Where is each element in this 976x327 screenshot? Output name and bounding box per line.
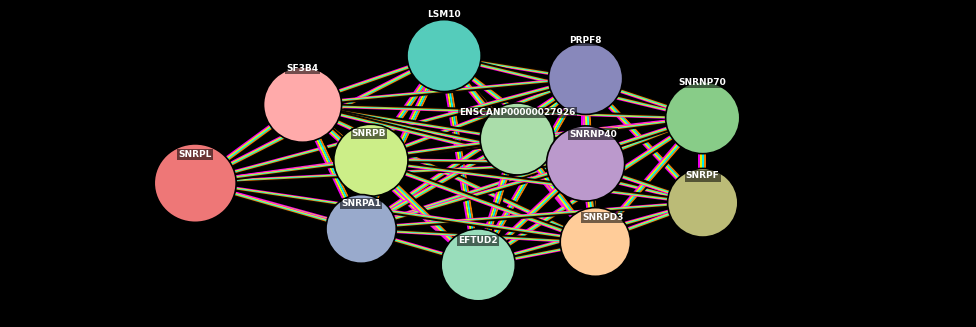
Text: SNRPA1: SNRPA1 xyxy=(342,199,381,208)
Text: SNRPF: SNRPF xyxy=(686,171,719,181)
Text: LSM10: LSM10 xyxy=(427,10,461,19)
Ellipse shape xyxy=(480,103,554,175)
Ellipse shape xyxy=(326,195,396,263)
Text: SNRNP40: SNRNP40 xyxy=(570,129,617,139)
Ellipse shape xyxy=(666,82,740,154)
Ellipse shape xyxy=(560,208,630,276)
Text: ENSCANP00000027926: ENSCANP00000027926 xyxy=(459,108,576,117)
Ellipse shape xyxy=(264,67,342,142)
Ellipse shape xyxy=(668,168,738,237)
Text: SF3B4: SF3B4 xyxy=(287,64,318,73)
Ellipse shape xyxy=(334,124,408,196)
Ellipse shape xyxy=(549,43,623,114)
Text: SNRPB: SNRPB xyxy=(351,129,386,138)
Ellipse shape xyxy=(407,20,481,92)
Text: SNRPL: SNRPL xyxy=(179,150,212,159)
Ellipse shape xyxy=(441,229,515,301)
Ellipse shape xyxy=(154,144,236,222)
Text: EFTUD2: EFTUD2 xyxy=(459,236,498,245)
Ellipse shape xyxy=(547,126,625,201)
Text: SNRNP70: SNRNP70 xyxy=(679,78,726,87)
Text: SNRPD3: SNRPD3 xyxy=(583,213,624,222)
Text: PRPF8: PRPF8 xyxy=(569,36,602,45)
